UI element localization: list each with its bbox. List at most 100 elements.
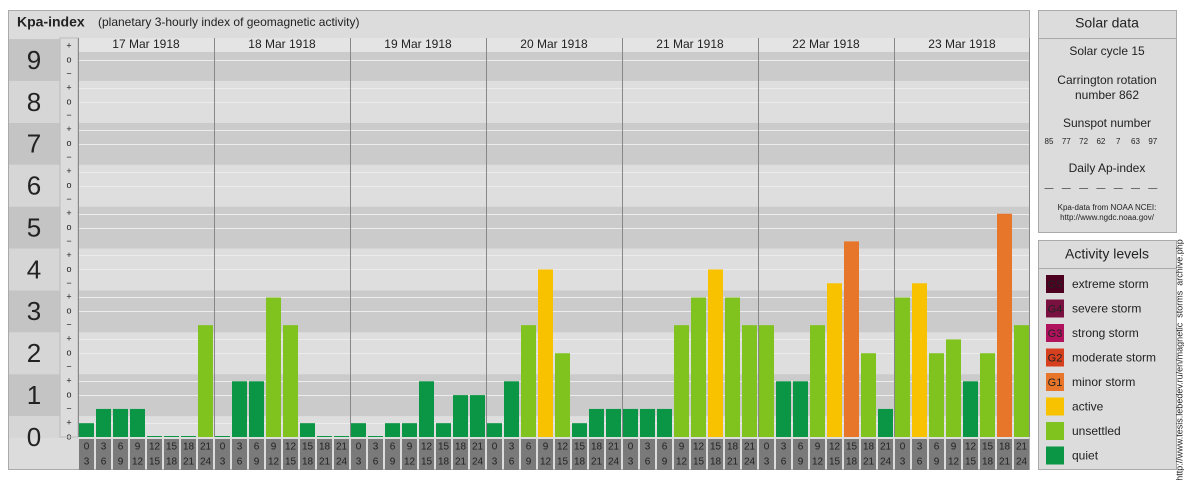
x-tick-label: 18 bbox=[166, 457, 178, 468]
slot-cell bbox=[266, 439, 281, 470]
x-tick-label: 15 bbox=[557, 457, 569, 468]
x-tick-label: 3 bbox=[764, 457, 770, 468]
x-tick-label: 6 bbox=[917, 457, 923, 468]
slot-cell bbox=[844, 439, 859, 470]
y-minor-label: o bbox=[66, 180, 71, 190]
slot-cell bbox=[708, 439, 723, 470]
y-minor-label: − bbox=[66, 110, 71, 120]
slot-cell bbox=[674, 439, 689, 470]
y-minor-label: − bbox=[66, 236, 71, 246]
x-tick-label: 21 bbox=[591, 457, 603, 468]
bar bbox=[198, 325, 213, 437]
bar bbox=[249, 381, 264, 437]
slot-cell bbox=[997, 439, 1012, 470]
x-tick-label: 6 bbox=[390, 442, 396, 453]
x-tick-label: 0 bbox=[900, 442, 906, 453]
level-label: minor storm bbox=[1072, 375, 1135, 389]
slot-cell bbox=[402, 439, 417, 470]
y-tick-label: 9 bbox=[27, 45, 41, 75]
y-minor-label: + bbox=[66, 82, 71, 92]
band bbox=[9, 80, 60, 123]
band bbox=[78, 80, 1030, 123]
slot-cell bbox=[1014, 439, 1029, 470]
bar bbox=[555, 353, 570, 437]
level-label: unsettled bbox=[1072, 424, 1121, 438]
bar bbox=[912, 283, 927, 437]
y-tick-label: 2 bbox=[27, 338, 41, 368]
x-tick-label: 0 bbox=[492, 442, 498, 453]
carrington: Carrington rotation bbox=[1057, 73, 1156, 87]
level-label: moderate storm bbox=[1072, 351, 1156, 365]
y-tick-label: 4 bbox=[27, 254, 41, 284]
bar bbox=[1014, 325, 1029, 437]
bar bbox=[759, 325, 774, 437]
slot-cell bbox=[147, 439, 162, 470]
level-badge: G2 bbox=[1048, 352, 1063, 364]
bar bbox=[504, 381, 519, 437]
y-minor-label: − bbox=[66, 320, 71, 330]
bar bbox=[266, 297, 281, 437]
bar bbox=[385, 423, 400, 437]
slot-cell bbox=[436, 439, 451, 470]
date-row bbox=[78, 38, 1030, 52]
bar bbox=[521, 325, 536, 437]
x-tick-label: 18 bbox=[438, 457, 450, 468]
level-swatch bbox=[1046, 397, 1064, 416]
level-swatch bbox=[1046, 348, 1064, 367]
level-swatch bbox=[1046, 324, 1064, 342]
slot-cell bbox=[657, 439, 672, 470]
x-tick-label: 15 bbox=[166, 442, 178, 453]
x-tick-label: 24 bbox=[472, 457, 484, 468]
x-tick-label: 9 bbox=[543, 442, 549, 453]
bar bbox=[232, 381, 247, 437]
chart-subtitle: (planetary 3-hourly index of geomagnetic… bbox=[98, 15, 359, 29]
x-tick-label: 12 bbox=[812, 457, 824, 468]
x-tick-label: 9 bbox=[526, 457, 532, 468]
x-tick-label: 9 bbox=[679, 442, 685, 453]
x-tick-label: 18 bbox=[591, 442, 603, 453]
y-minor-label: + bbox=[66, 250, 71, 260]
y-minor-label: o bbox=[66, 348, 71, 358]
bar bbox=[606, 408, 621, 437]
y-minor-label: + bbox=[66, 376, 71, 386]
x-tick-label: 18 bbox=[574, 457, 586, 468]
x-tick-label: 0 bbox=[356, 442, 362, 453]
bar bbox=[79, 423, 94, 437]
slot-cell bbox=[521, 439, 536, 470]
x-tick-label: 15 bbox=[421, 457, 433, 468]
level-badge: G3 bbox=[1048, 328, 1063, 340]
ap-title: Daily Ap-index bbox=[1069, 161, 1146, 175]
x-tick-label: 21 bbox=[1016, 442, 1028, 453]
slot-cell bbox=[742, 439, 757, 470]
slot-cell bbox=[827, 439, 842, 470]
sunspot-number: 63 bbox=[1131, 137, 1140, 146]
x-tick-label: 21 bbox=[727, 457, 739, 468]
x-tick-label: 12 bbox=[557, 442, 569, 453]
x-tick-label: 6 bbox=[798, 442, 804, 453]
bar bbox=[419, 381, 434, 437]
band bbox=[9, 374, 60, 417]
band bbox=[9, 164, 60, 207]
x-tick-label: 9 bbox=[815, 442, 821, 453]
x-tick-label: 21 bbox=[183, 457, 195, 468]
x-tick-label: 21 bbox=[336, 442, 348, 453]
sunspot-number: 62 bbox=[1096, 137, 1105, 146]
x-tick-label: 21 bbox=[880, 442, 892, 453]
y-minor-label: + bbox=[66, 292, 71, 302]
x-tick-label: 3 bbox=[900, 457, 906, 468]
bar bbox=[538, 269, 553, 437]
band bbox=[78, 122, 1030, 165]
bar bbox=[436, 423, 451, 437]
level-badge: G5 bbox=[1048, 279, 1063, 291]
band bbox=[9, 332, 60, 375]
x-tick-label: 3 bbox=[645, 442, 651, 453]
y-minor-label: − bbox=[66, 68, 71, 78]
x-tick-label: 9 bbox=[951, 442, 957, 453]
y-minor-label: − bbox=[66, 403, 71, 413]
level-swatch bbox=[1046, 422, 1064, 440]
slot-cell bbox=[963, 439, 978, 470]
y-minor-label: o bbox=[66, 306, 71, 316]
x-tick-label: 3 bbox=[356, 457, 362, 468]
